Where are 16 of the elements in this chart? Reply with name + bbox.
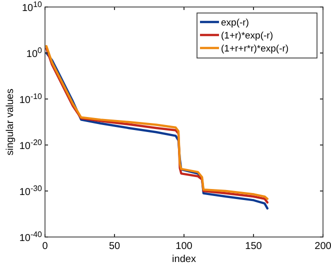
y-tick-label: 10$^{-10}$ — [19, 92, 43, 106]
x-tick-label: 200 — [314, 241, 331, 252]
x-axis-title: index — [172, 254, 196, 265]
x-tick-label: 0 — [42, 241, 48, 252]
x-tick-label: 100 — [176, 241, 193, 252]
x-tick-label: 50 — [108, 241, 120, 252]
legend-label: exp(-r) — [221, 18, 249, 28]
y-tick-label: 10$^{-40}$ — [19, 230, 43, 244]
y-tick-label: 10$^{10}$ — [22, 0, 43, 14]
y-tick-label: 10$^{-20}$ — [19, 138, 43, 152]
legend-label: (1+r+r*r)*exp(-r) — [221, 44, 289, 54]
x-tick-label: 150 — [245, 241, 262, 252]
y-axis-title: singular values — [5, 88, 16, 156]
legend-label: (1+r)*exp(-r) — [221, 30, 273, 42]
y-tick-label: 10$^{-30}$ — [19, 184, 43, 198]
y-tick-label: 10$^{0}$ — [26, 46, 43, 60]
